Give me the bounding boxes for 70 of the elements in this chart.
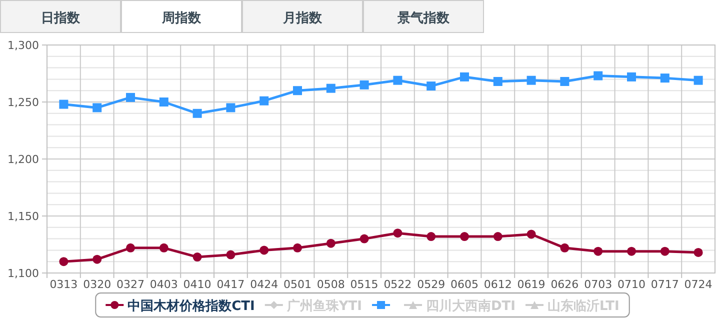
point [594, 246, 603, 256]
x-tick-label: 0703 [584, 278, 612, 291]
y-tick-label: 1,100 [8, 267, 39, 280]
point [560, 243, 570, 252]
point [493, 232, 502, 242]
point [226, 250, 236, 260]
tab: 日指数 [0, 0, 121, 33]
x-tick-label: 0626 [550, 278, 579, 291]
point [59, 257, 68, 266]
point [92, 254, 102, 264]
point [59, 100, 68, 109]
point [594, 71, 603, 80]
point [426, 82, 436, 91]
x-tick-label: 0619 [517, 278, 546, 291]
x-tick-label: 0515 [350, 278, 378, 291]
x-tick-label: 0320 [83, 278, 112, 291]
point [393, 228, 402, 238]
point [159, 98, 168, 106]
x-tick-label: 0403 [150, 278, 178, 291]
point [192, 108, 202, 118]
x-tick-label: 0424 [250, 278, 278, 291]
x-tick-label: 0508 [316, 278, 345, 291]
x-tick-label: 0410 [183, 278, 212, 291]
point [293, 243, 302, 252]
point [560, 76, 570, 86]
point [326, 238, 336, 248]
point [526, 230, 536, 239]
point [694, 248, 703, 257]
point [360, 234, 369, 244]
point [226, 103, 236, 112]
point [526, 76, 536, 85]
point [260, 96, 269, 106]
x-tick-label: 0612 [484, 278, 512, 291]
x-tick-label: 0522 [384, 278, 412, 291]
legend-label: 中国木材价格指数CTI [128, 299, 255, 314]
point [627, 72, 636, 82]
point [460, 232, 469, 242]
point [260, 246, 269, 255]
tab: 景气指数 [363, 0, 484, 33]
point [326, 84, 336, 93]
point [126, 243, 135, 252]
tab: 周指数 [121, 0, 242, 33]
point [393, 76, 402, 85]
point [293, 86, 302, 96]
y-tick-label: 1,250 [8, 96, 39, 109]
point [660, 246, 670, 256]
point [92, 103, 102, 112]
x-tick-label: 0417 [216, 278, 245, 291]
point [460, 72, 469, 82]
point [426, 232, 436, 242]
x-tick-label: 0313 [50, 278, 78, 291]
point [627, 246, 636, 256]
x-tick-label: 0710 [618, 278, 646, 291]
x-tick-label: 0717 [650, 278, 679, 291]
point [126, 92, 135, 102]
x-tick-label: 0327 [116, 278, 144, 291]
x-tick-label: 0605 [450, 278, 478, 291]
point [493, 76, 502, 86]
point [360, 80, 369, 90]
y-tick-label: 1,200 [8, 153, 39, 166]
x-tick-label: 0724 [684, 278, 712, 291]
x-tick-label: 0501 [284, 278, 312, 291]
tab: 月指数 [242, 0, 363, 33]
point [694, 76, 703, 85]
point [660, 74, 670, 83]
point [159, 243, 168, 252]
point [192, 252, 202, 262]
y-tick-label: 1,150 [8, 210, 39, 223]
x-tick-label: 0529 [417, 278, 446, 291]
y-tick-label: 1,300 [8, 39, 39, 52]
